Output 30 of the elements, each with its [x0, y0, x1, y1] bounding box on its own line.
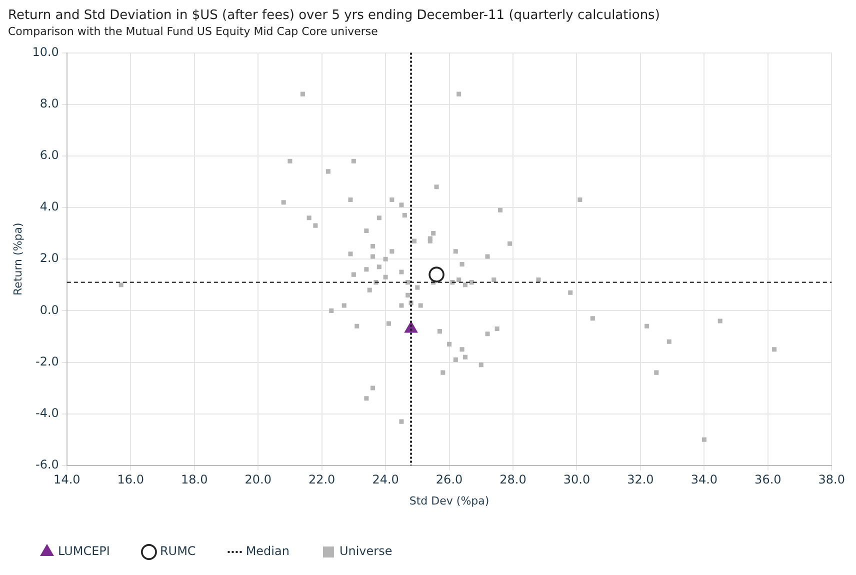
x-tick-label: 22.0	[308, 472, 336, 487]
y-tick-label: -4.0	[35, 406, 59, 420]
x-tick-label: 14.0	[54, 472, 80, 487]
y-tick-label: -2.0	[35, 354, 59, 368]
x-tick-label: 16.0	[117, 472, 144, 487]
y-tick-label: -6.0	[35, 458, 59, 472]
x-tick-label: 26.0	[436, 472, 463, 487]
y-tick-label: 4.0	[40, 200, 59, 214]
x-tick-label: 32.0	[627, 472, 654, 487]
legend-label: LUMCEPI	[58, 544, 110, 558]
x-axis-title: Std Dev (%pa)	[409, 494, 490, 508]
x-tick-label: 30.0	[563, 472, 590, 487]
x-tick-label: 20.0	[244, 472, 272, 487]
x-tick-label: 36.0	[754, 472, 782, 487]
y-tick-label: 6.0	[40, 148, 59, 162]
legend-label: Universe	[339, 544, 392, 558]
chart-title: Return and Std Deviation in $US (after fees) over 5 yrs ending December-11 (quarterly calculations)	[8, 8, 660, 24]
y-tick-label: 0.0	[40, 302, 59, 317]
x-tick-label: 38.0	[818, 472, 845, 487]
chart-subtitle: Comparison with the Mutual Fund US Equity Mid Cap Core universe	[8, 25, 378, 38]
x-tick-label: 24.0	[372, 472, 399, 487]
y-tick-label: 10.0	[32, 44, 59, 59]
x-tick-label: 34.0	[690, 472, 718, 487]
x-tick-label: 18.0	[181, 472, 208, 487]
legend-label: Median	[246, 544, 290, 558]
y-tick-label: 8.0	[40, 96, 59, 110]
x-tick-label: 28.0	[500, 472, 526, 487]
y-tick-label: 2.0	[40, 251, 59, 266]
legend-label: RUMC	[160, 544, 196, 558]
y-axis-title: Return (%pa)	[11, 222, 24, 296]
